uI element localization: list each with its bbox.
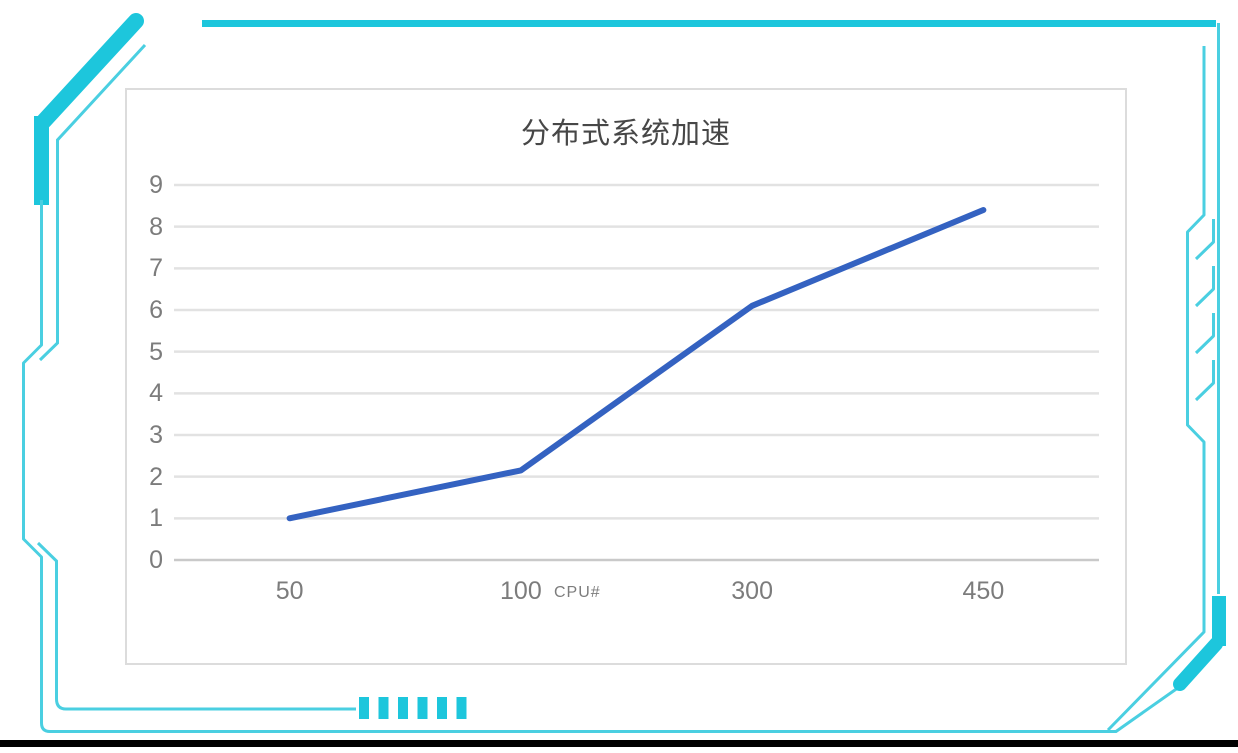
- y-axis-tick-label: 2: [149, 462, 163, 491]
- y-axis-tick-label: 1: [149, 504, 163, 533]
- y-axis-tick-label: 3: [149, 421, 163, 449]
- frame-topleft-diagonal: [36, 13, 144, 129]
- chart-card: 分布式系统加速 0 1 2 3 4 5 6 7 8 9 50 100 300 450 CPU#: [125, 88, 1127, 665]
- y-axis-tick-label: 0: [149, 546, 163, 574]
- x-axis-tick-label: 300: [731, 577, 773, 605]
- bottom-black-bar: [0, 740, 1238, 747]
- line-chart-plot: [174, 183, 1099, 562]
- y-axis-tick-label: 6: [149, 296, 163, 324]
- frame-outer-rail: [22, 200, 1178, 733]
- x-axis-tick-label: 100: [500, 577, 542, 605]
- y-axis-tick-label: 8: [149, 212, 163, 241]
- chart-title: 分布式系统加速: [520, 118, 731, 150]
- y-axis-tick-label: 4: [149, 379, 163, 408]
- frame-bottomright-diagonal: [1173, 637, 1223, 691]
- frame-bottom-dashes: [359, 697, 467, 719]
- frame-inner-left-lower: [36, 541, 356, 711]
- frame-right-comb: [1194, 219, 1215, 402]
- data-line: [286, 207, 987, 522]
- frame-inner-left-upper: [38, 43, 147, 362]
- y-axis-tick-label: 5: [149, 337, 163, 366]
- x-axis-tick-label: 50: [275, 577, 304, 605]
- frame-inner-right-rail: [1106, 46, 1206, 732]
- y-axis-tick-label: 9: [149, 171, 163, 199]
- x-axis-tick-label: 450: [962, 577, 1005, 605]
- y-axis-tick-label: 7: [149, 254, 163, 283]
- x-axis-unit-label: CPU#: [554, 584, 601, 601]
